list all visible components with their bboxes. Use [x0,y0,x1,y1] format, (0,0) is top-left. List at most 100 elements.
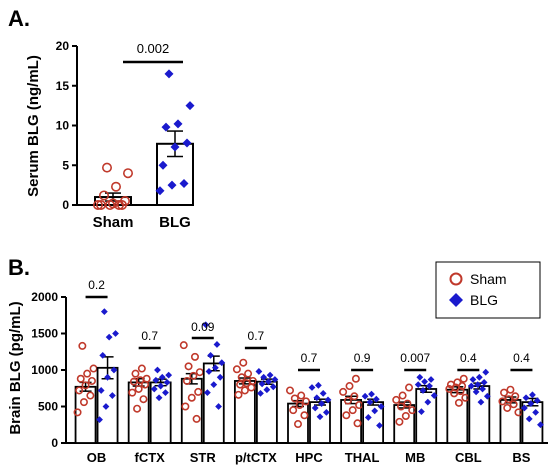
panel-b-point-fctx-sham [137,364,146,373]
panel-b-point-cbl-blg [479,385,486,393]
panel-b-point-str-sham [179,341,188,350]
panel-a-y-tick-label-3: 15 [56,79,70,93]
legend-blg-label: BLG [470,292,498,308]
panel-a-point-blg [164,69,174,79]
panel-b-point-thal-sham [339,387,348,396]
panel-b-p-value-ptctx: 0.7 [248,329,265,343]
panel-a-p-value: 0.002 [137,41,170,56]
panel-b-point-ptctx-blg [255,368,263,375]
panel-a-point-sham [108,198,119,209]
panel-b-p-value-fctx: 0.7 [141,329,158,343]
panel-b-group-fctx: 0.7 fCTX [127,329,173,465]
panel-b-point-bs-blg [521,404,528,412]
panel-b-category-label-ptctx: p/tCTX [235,450,277,465]
panel-b-point-thal-blg [377,403,385,410]
panel-b-point-thal-sham [343,396,352,405]
panel-b-point-ob-sham [73,408,82,417]
panel-b-y-axis-title: Brain BLG (pg/mL) [7,301,24,434]
panel-b-point-str-blg [211,364,219,372]
panel-a-point-blg [161,122,171,132]
panel-b-point-fctx-blg [165,371,173,379]
panel-a-point-blg [167,180,177,190]
panel-b-point-mb-sham [401,411,410,420]
panel-b-point-ptctx-sham [244,369,253,378]
panel-b-point-thal-blg [376,422,383,429]
panel-b-point-fctx-sham [128,388,137,397]
panel-b-point-ptctx-blg [263,386,271,394]
panel-b-point-cbl-blg [469,376,477,383]
panel-a-point-sham [96,200,107,211]
panel-a-label: A. [8,6,30,31]
panel-b-point-thal-sham [351,374,360,383]
panel-b-point-fctx-blg [162,389,169,397]
panel-a-point-sham [102,162,113,173]
panel-b-p-value-mb: 0.007 [400,351,430,365]
panel-b-point-ptctx-blg [257,389,264,397]
panel-b-group-hpc: 0.7 HPC [285,351,332,465]
panel-b-point-cbl-blg [482,368,490,376]
panel-b-point-str-sham [182,376,191,385]
panel-b-point-mb-sham [403,399,412,408]
panel-b-point-fctx-blg [152,376,160,384]
panel-b-point-str-sham [181,402,190,411]
panel-b-point-ptctx-sham [234,390,243,399]
panel-b-point-mb-sham [392,395,401,404]
panel-b-point-ptctx-blg [266,371,274,379]
panel-b-point-str-blg [207,352,214,359]
panel-b-point-fctx-blg [163,379,171,386]
panel-b-point-str-sham [192,414,201,423]
panel-b-point-cbl-blg [474,381,482,388]
panel-b-point-hpc-blg [308,384,316,391]
panel-a-y-tick-label-2: 10 [56,119,70,133]
panel-a-point-blg [155,186,165,196]
panel-b-point-ob-blg [105,333,113,341]
panel-b-group-ob: 0.2 OB [73,278,119,465]
panel-b-point-cbl-sham [454,398,463,407]
panel-b-point-ob-blg [100,308,108,315]
panel-b-point-fctx-blg [158,373,166,381]
panel-b-point-ob-sham [75,386,84,395]
panel-b-point-cbl-sham [453,378,462,387]
panel-b-point-ptctx-blg [271,376,279,383]
panel-b-point-str-sham [189,371,198,380]
panel-b-point-hpc-blg [319,389,327,397]
panel-b-bar-hpc-sham [287,402,309,444]
panel-b-point-ob-sham [83,369,92,378]
panel-b-point-mb-blg [421,378,429,386]
panel-b-group-thal: 0.9 THAL [339,351,385,465]
panel-b-point-ob-sham [89,364,98,373]
panel-b-point-fctx-blg [155,394,163,402]
panel-b-point-mb-blg [418,408,425,416]
panel-b-point-bs-sham [509,400,518,409]
panel-b-point-hpc-blg [316,413,324,421]
panel-b-category-label-str: STR [190,450,217,465]
panel-b-point-str-sham [187,393,196,402]
panel-b-point-str-sham [190,352,199,361]
panel-b-label: B. [8,255,30,280]
panel-b-point-ob-blg [102,403,110,410]
panel-a-point-blg [173,119,183,129]
panel-a-point-blg [185,101,195,111]
panel-b-y-tick-label-1: 500 [38,400,58,414]
panel-b-point-cbl-blg [483,392,491,400]
panel-b-point-thal-blg [364,414,372,421]
panel-b-point-fctx-blg [157,382,165,390]
panel-b-point-thal-blg [366,398,374,406]
panel-b-point-bs-blg [522,394,530,402]
panel-b-point-cbl-blg [477,398,485,406]
panel-b-point-bs-sham [503,403,512,412]
panel-b-point-hpc-blg [313,394,321,402]
panel-b-point-bs-blg [532,408,540,416]
panel-a-category-label-sham: Sham [93,214,134,231]
panel-b-point-thal-sham [350,392,359,401]
panel-b-point-fctx-sham [142,374,151,383]
panel-b-point-bs-sham [511,392,520,401]
panel-b-point-mb-blg [416,373,424,381]
panel-b-point-thal-sham [342,411,351,420]
panel-b-point-hpc-blg [318,400,325,407]
panel-b-point-fctx-sham [139,395,148,404]
panel-b-point-bs-blg [527,400,535,407]
panel-a-y-tick-label-0: 0 [62,198,69,212]
panel-b-point-hpc-blg [311,404,319,412]
